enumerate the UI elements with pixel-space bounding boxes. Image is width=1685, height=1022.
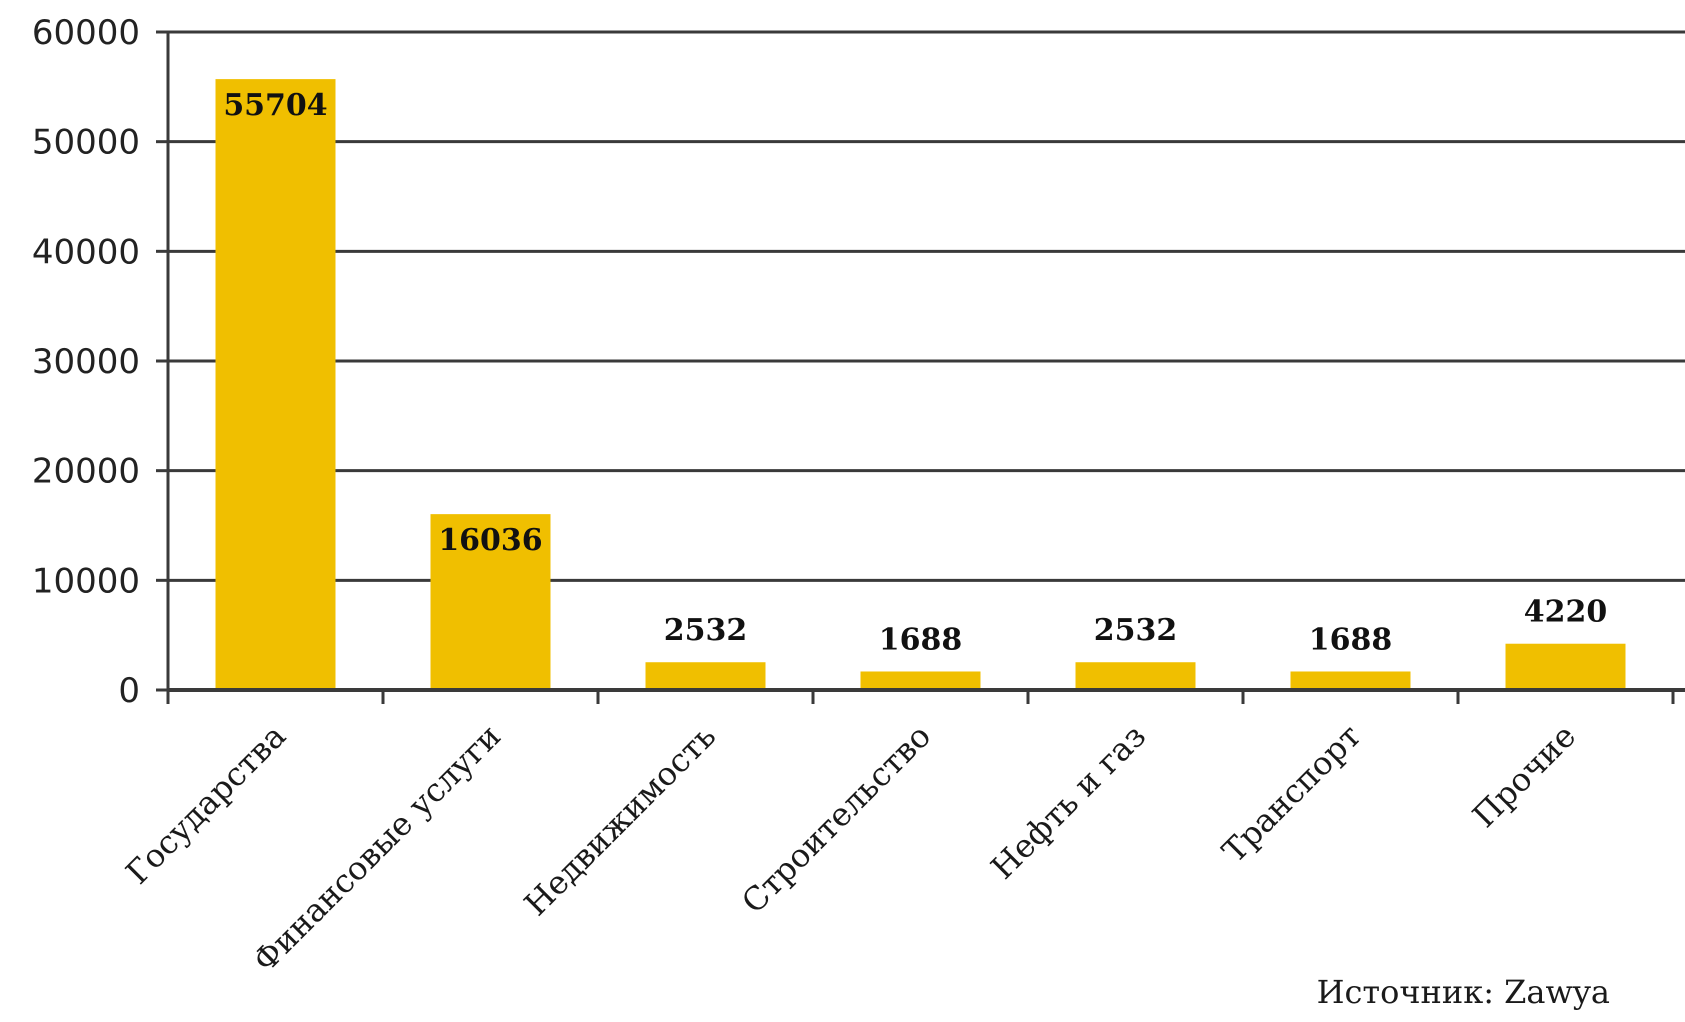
category-label: Транспорт [1215, 717, 1368, 870]
category-label: Государства [118, 717, 293, 892]
category-label: Прочие [1465, 717, 1583, 835]
data-label: 2532 [664, 613, 748, 648]
y-tick-label: 50000 [32, 123, 140, 163]
data-label: 55704 [223, 88, 327, 123]
y-tick-label: 60000 [32, 13, 140, 53]
category-label: Нефть и газ [983, 717, 1153, 887]
y-tick-label: 10000 [32, 561, 140, 601]
bar [1075, 662, 1196, 690]
data-label: 16036 [438, 523, 542, 558]
data-label: 2532 [1094, 613, 1178, 648]
source-note: Источник: Zawya [1317, 973, 1610, 1011]
y-tick-label: 30000 [32, 342, 140, 382]
y-tick-label: 0 [118, 671, 140, 711]
bars [215, 79, 1626, 691]
category-label: Строительство [734, 717, 938, 921]
data-labels: 55704 16036 2532 1688 2532 1688 4220 [223, 88, 1607, 657]
category-label: Финансовые услуги [246, 717, 509, 980]
y-tick-label: 20000 [32, 452, 140, 492]
data-label: 4220 [1524, 595, 1608, 630]
bar [430, 514, 551, 690]
gridlines [168, 30, 1685, 582]
data-label: 1688 [1309, 622, 1393, 657]
axes [156, 30, 1685, 704]
category-label: Недвижимость [517, 717, 723, 923]
bar [1290, 671, 1411, 690]
y-tick-labels: 0 10000 20000 30000 40000 50000 60000 [32, 13, 140, 711]
bar [645, 662, 766, 690]
bar [860, 671, 981, 690]
bar [1505, 643, 1626, 690]
data-label: 1688 [879, 622, 963, 657]
y-tick-label: 40000 [32, 232, 140, 272]
bar [215, 79, 336, 691]
